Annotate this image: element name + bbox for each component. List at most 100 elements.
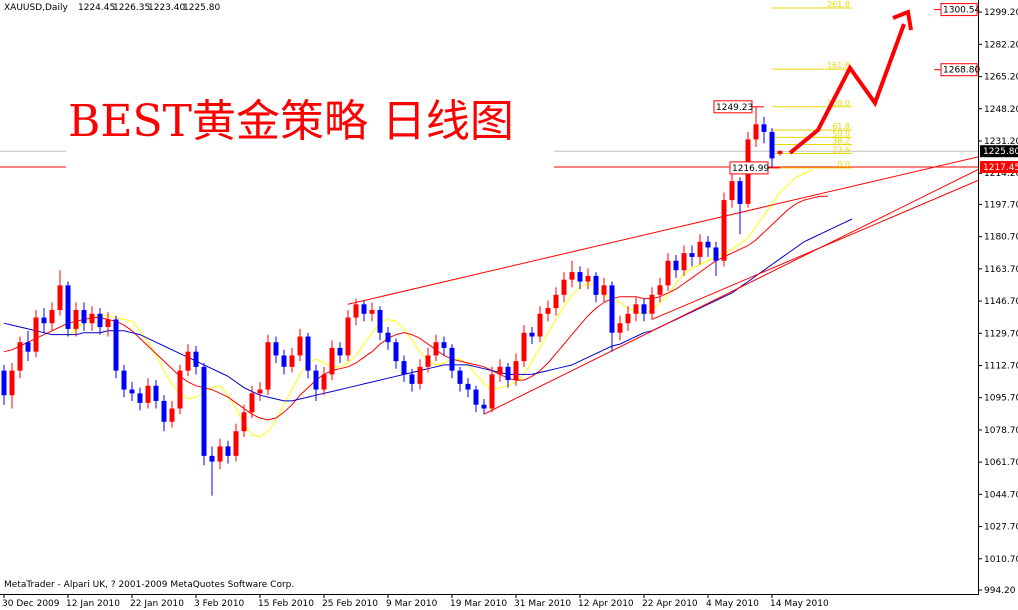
candle-body [681, 253, 687, 271]
candle-body [49, 309, 55, 324]
x-tick-label: 3 Feb 2010 [194, 599, 245, 609]
candle-body [777, 151, 783, 154]
y-tick-label: 1078.70 [984, 426, 1018, 436]
x-tick-label: 22 Apr 2010 [642, 599, 698, 609]
x-tick-label: 19 Mar 2010 [450, 599, 507, 609]
y-tick-label: 1044.70 [984, 490, 1018, 500]
candle-body [633, 304, 639, 314]
candle-body [81, 309, 87, 324]
candle-body [201, 366, 207, 456]
candle-body [425, 355, 431, 367]
x-tick-label: 22 Jan 2010 [130, 599, 184, 609]
candle-body [313, 370, 319, 390]
candle-body [561, 279, 567, 295]
level-box [940, 63, 978, 77]
candle-body [601, 285, 607, 295]
y-tick-label: 1027.70 [984, 523, 1018, 533]
candle-body [217, 446, 223, 462]
chart-title: BEST黄金策略 日线图 [68, 96, 514, 147]
candle-body [481, 404, 487, 409]
candle-body [65, 285, 71, 329]
header-symbol: XAUUSD,Daily [4, 3, 68, 13]
x-tick-label: 15 Feb 2010 [258, 599, 314, 609]
candle-body [577, 272, 583, 282]
forecast-arrowhead [892, 9, 913, 31]
candle-body [145, 385, 151, 403]
candle-body [241, 412, 247, 432]
candle-body [377, 309, 383, 333]
candle-body [57, 285, 63, 310]
candle-body [41, 317, 47, 324]
header-close: 1225.80 [183, 3, 220, 13]
candle-body [569, 272, 575, 280]
candle-body [665, 260, 671, 286]
fib-label: 161.8 [827, 61, 850, 70]
candle-body [321, 374, 327, 390]
candle-body [177, 370, 183, 409]
x-tick-label: 12 Jan 2010 [66, 599, 120, 609]
candle-body [185, 351, 191, 371]
header-low: 1223.40 [148, 3, 185, 13]
y-tick-label: 1282.20 [984, 40, 1018, 50]
y-tick-label: 1095.70 [984, 394, 1018, 404]
y-tick-label: 1265.20 [984, 73, 1018, 83]
candle-body [209, 455, 215, 462]
level-label: 1268.80 [943, 66, 980, 76]
candle-body [289, 355, 295, 367]
candle-body [673, 260, 679, 271]
forecast-arrow [788, 23, 906, 155]
candle-body [401, 361, 407, 375]
candle-body [713, 247, 719, 261]
candle-body [657, 285, 663, 295]
candle-body [385, 332, 391, 343]
candle-body [417, 366, 423, 384]
candle-body [33, 317, 39, 352]
candle-body [609, 285, 615, 333]
header-high: 1226.35 [113, 3, 150, 13]
candle-body [329, 347, 335, 375]
marks-layer: 0.0 23.638.250.061.8 100.0 161.8 261.8 1249.2… [1, 0, 850, 496]
candle-body [137, 393, 143, 403]
candle-body [393, 342, 399, 362]
x-tick-label: 14 May 2010 [770, 599, 829, 609]
candle-body [505, 366, 511, 381]
candle-body [281, 355, 287, 367]
candle-body [97, 313, 103, 328]
candle-body [753, 124, 759, 140]
candle-body [297, 336, 303, 356]
candle-body [737, 181, 743, 204]
fib-label: 261.8 [827, 0, 850, 9]
candle-body [497, 366, 503, 375]
level-label: 1300.54 [943, 6, 980, 16]
footer: MetaTrader - Alpari UK, ? 2001-2009 Meta… [4, 580, 294, 590]
y-tick-label: 1214.20 [984, 169, 1018, 179]
candle-body [585, 275, 591, 282]
candle-body [409, 374, 415, 384]
price-label: 1225.80 [983, 147, 1018, 157]
candle-body [545, 308, 551, 314]
trendline [651, 179, 978, 320]
x-tick-label: 9 Mar 2010 [386, 599, 438, 609]
y-tick-label: 994.20 [984, 586, 1016, 596]
candle-body [369, 309, 375, 314]
candle-body [105, 319, 111, 328]
candle-body [25, 342, 31, 352]
candle-body [361, 304, 367, 314]
candle-body [553, 294, 559, 309]
candle-body [345, 317, 351, 356]
trendline [483, 168, 978, 415]
candle-body [705, 241, 711, 248]
moving-average [67, 169, 813, 438]
price-label: 1217.45 [983, 163, 1018, 173]
candle-body [537, 313, 543, 337]
candle-body [649, 294, 655, 314]
candle-body [257, 389, 263, 394]
candle-body [121, 370, 127, 390]
candle-body [113, 319, 119, 371]
candle-body [449, 347, 455, 371]
candle-body [153, 385, 159, 401]
candle-body [17, 342, 23, 371]
y-tick-label: 1163.70 [984, 265, 1018, 275]
y-tick-label: 1231.20 [984, 137, 1018, 147]
